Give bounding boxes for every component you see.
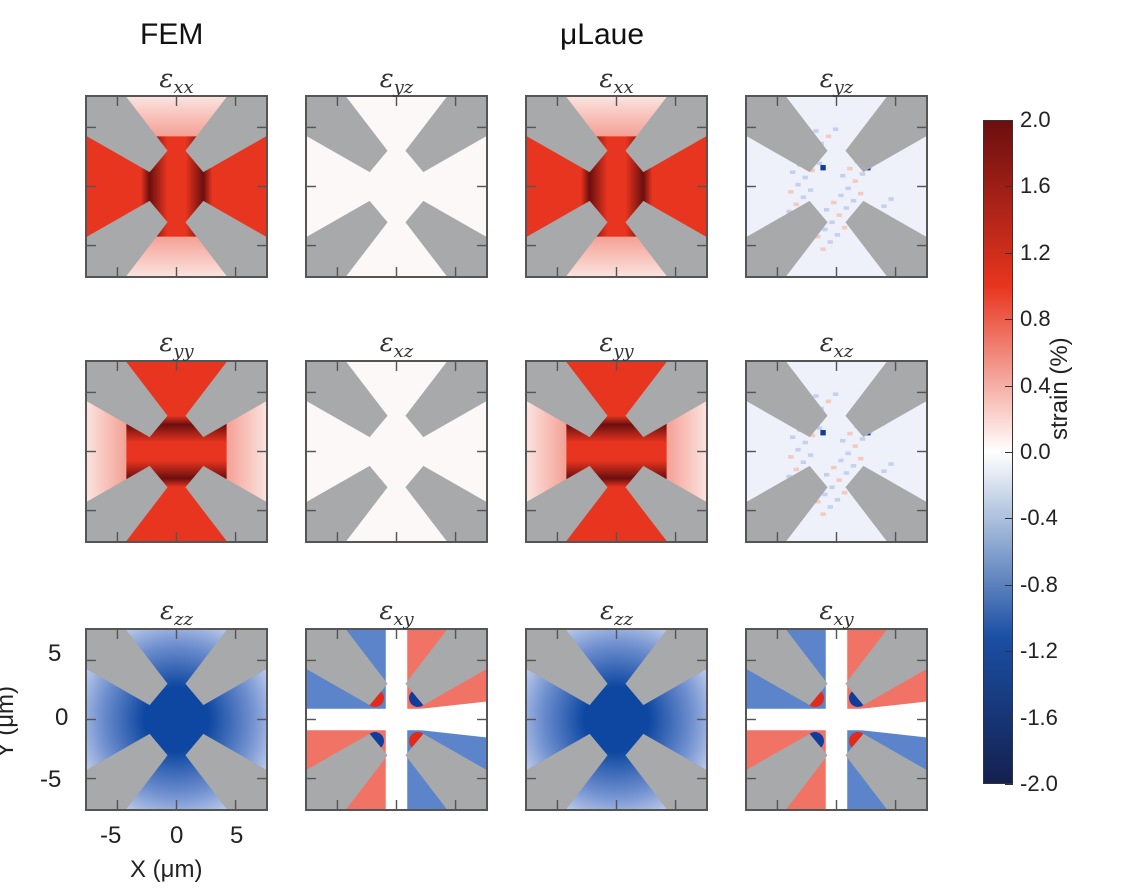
y-axis-label: Y (μm) [0, 685, 20, 758]
panel-title-symbol: ε [160, 596, 174, 626]
panel-title: εyz [305, 64, 488, 98]
panel-title-symbol: ε [599, 328, 614, 358]
strain-map-panel [745, 628, 928, 811]
panel-title: εxy [305, 596, 488, 630]
colorbar-tick-label: -1.2 [1020, 638, 1058, 664]
panel-title-subscript: xz [833, 341, 854, 363]
panel-title-symbol: ε [819, 64, 834, 94]
strain-map-panel [745, 95, 928, 278]
colorbar-tick-label: -1.6 [1020, 704, 1058, 730]
panel-title-symbol: ε [379, 596, 394, 626]
strain-map-panel [85, 360, 268, 543]
colorbar-tick-mark [1005, 120, 1013, 121]
panel-title-subscript: xx [173, 77, 194, 99]
y-tick-label: 0 [55, 704, 69, 731]
panel-title-subscript: yz [393, 77, 414, 99]
fem-header: FEM [140, 18, 204, 51]
colorbar-tick-mark [1005, 186, 1013, 188]
panel-title: εzz [525, 596, 708, 630]
x-tick-label: 0 [170, 822, 184, 849]
y-tick-label: 5 [48, 640, 62, 667]
panel-title-subscript: yy [173, 341, 194, 363]
panel-title-subscript: zz [613, 609, 633, 631]
panel-title-symbol: ε [819, 596, 834, 626]
colorbar-tick-label: 0.8 [1020, 306, 1051, 332]
panel-title-symbol: ε [819, 328, 834, 358]
colorbar-tick-mark [1005, 385, 1013, 387]
panel-title-subscript: yz [833, 77, 854, 99]
colorbar-tick-label: 2.0 [1020, 107, 1051, 132]
colorbar-tick-mark [1005, 518, 1013, 520]
panel-title-subscript: xz [393, 341, 414, 363]
colorbar-tick-mark [1005, 252, 1013, 254]
panel-title-subscript: xy [833, 609, 854, 631]
panel-title: εyy [525, 328, 708, 362]
colorbar-tick-label: 0.0 [1020, 439, 1051, 464]
strain-map-panel [305, 95, 488, 278]
strain-map-panel [745, 360, 928, 543]
panel-title: εyz [745, 64, 928, 98]
panel-title-symbol: ε [599, 64, 614, 94]
colorbar-tick-label: -0.4 [1020, 505, 1058, 531]
panel-title-subscript: xx [613, 77, 634, 99]
colorbar-tick-label: -0.8 [1020, 571, 1058, 597]
panel-title-subscript: xy [393, 609, 414, 631]
laue-header: μLaue [560, 18, 645, 51]
x-tick-label: 5 [230, 822, 244, 849]
colorbar-tick-label: 1.6 [1020, 173, 1051, 199]
panel-title-symbol: ε [159, 64, 174, 94]
colorbar-tick-label: 0.4 [1020, 372, 1051, 398]
strain-map-panel [85, 95, 268, 278]
panel-title-symbol: ε [600, 596, 614, 626]
strain-map-panel [525, 628, 708, 811]
panel-title-subscript: zz [173, 609, 193, 631]
panel-title: εxy [745, 596, 928, 630]
panel-title-subscript: yy [613, 341, 634, 363]
panel-title-symbol: ε [379, 328, 394, 358]
panel-title-symbol: ε [379, 64, 394, 94]
colorbar-tick-label: -2.0 [1020, 771, 1058, 796]
colorbar-tick-mark [1005, 584, 1013, 586]
colorbar-tick-mark [1005, 651, 1013, 653]
strain-map-panel [525, 95, 708, 278]
colorbar-tick-mark [1005, 452, 1013, 453]
colorbar-tick-mark [1005, 784, 1013, 785]
panel-title: εyy [85, 328, 268, 362]
panel-title: εxz [305, 328, 488, 362]
panel-title: εxx [85, 64, 268, 98]
strain-map-panel [525, 360, 708, 543]
colorbar-label: strain (%) [1046, 337, 1073, 440]
colorbar-tick-label: 1.2 [1020, 239, 1051, 265]
strain-map-panel [305, 360, 488, 543]
panel-title: εxx [525, 64, 708, 98]
panel-title: εzz [85, 596, 268, 630]
strain-map-panel [85, 628, 268, 811]
colorbar-tick-mark [1005, 717, 1013, 719]
x-tick-label: -5 [100, 822, 122, 849]
colorbar-tick-mark [1005, 319, 1013, 321]
panel-title: εxz [745, 328, 928, 362]
y-tick-label: -5 [40, 766, 62, 793]
strain-map-panel [305, 628, 488, 811]
panel-title-symbol: ε [159, 328, 174, 358]
x-axis-label: X (μm) [130, 856, 203, 883]
